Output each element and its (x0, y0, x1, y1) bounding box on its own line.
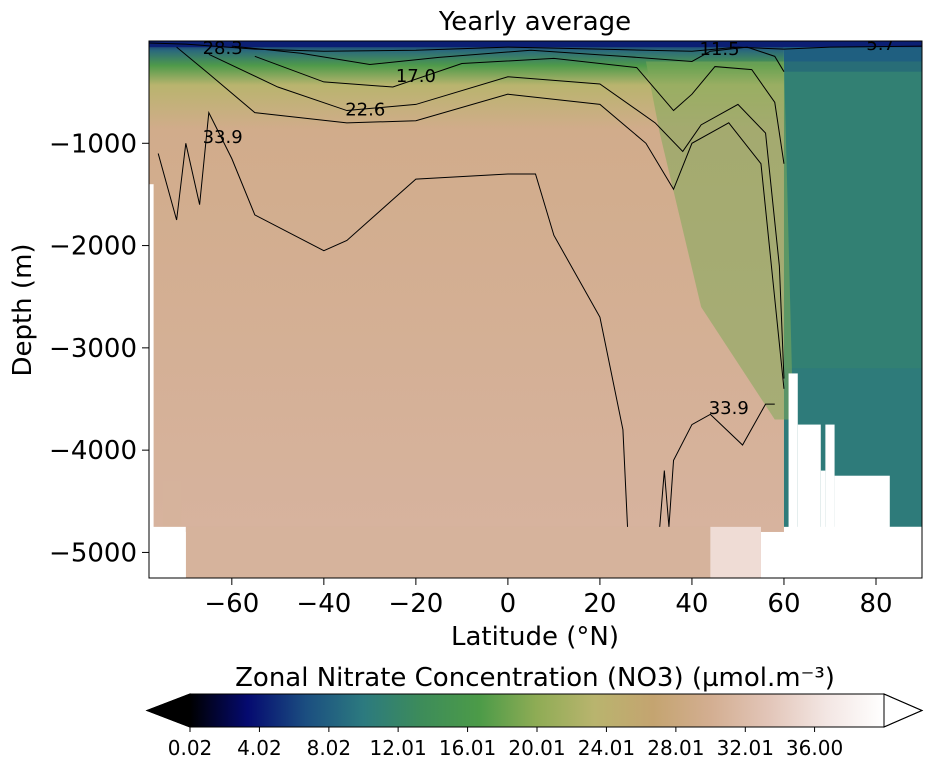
contour-label: 33.9 (709, 398, 749, 419)
contour-label: 17.0 (396, 66, 436, 87)
colorbar-tick-label: 8.02 (307, 736, 352, 760)
field-abyss-edge (162, 480, 182, 527)
field-nodata-block (889, 526, 922, 578)
colorbar-tick-label: 28.01 (647, 736, 704, 760)
y-tick-label: −4000 (49, 436, 137, 466)
contour-lines (149, 42, 922, 527)
colorbar (145, 693, 924, 728)
colorbar-extend-min (145, 693, 191, 728)
x-tick-label: 20 (583, 589, 616, 619)
y-axis-label: Depth (m) (8, 243, 38, 376)
colorbar-tick-label: 24.01 (578, 736, 635, 760)
field-nodata-block (820, 470, 826, 578)
field-pale-patch (710, 526, 761, 578)
field-nodata-block (825, 424, 835, 578)
plot-area: 28.3 17.0 22.6 11.5 5.7 33.9 33.9 (149, 34, 922, 578)
contour-line (208, 53, 785, 379)
field-surface-band (149, 41, 922, 48)
field-nodata-south (149, 184, 154, 578)
contour-label: 11.5 (700, 39, 740, 60)
x-tick-label: 40 (675, 589, 708, 619)
colorbar-tick-label: 4.02 (237, 736, 282, 760)
colorbar-outline (145, 693, 924, 728)
x-tick-label: −20 (388, 589, 443, 619)
y-tick-label: −3000 (49, 334, 137, 364)
field-nodata-block (834, 475, 890, 578)
x-tick-label: −60 (204, 589, 259, 619)
y-tick-label: −1000 (49, 129, 137, 159)
colorbar-tick-label: 32.01 (717, 736, 774, 760)
plot-frame (148, 40, 923, 579)
contour-line (176, 46, 785, 389)
x-tick-label: 0 (500, 589, 517, 619)
colorbar-tick-label: 16.01 (439, 736, 496, 760)
colorbar-tick-label: 12.01 (369, 736, 426, 760)
colorbar-extend-max (883, 693, 924, 728)
contour-line (254, 55, 785, 164)
field-nodata-block (797, 424, 821, 578)
contour-label: 28.3 (203, 38, 243, 59)
field-abyss (185, 526, 761, 578)
colorbar-ticks: 0.02 4.02 8.02 12.01 16.01 20.01 24.01 28.01 32.… (168, 727, 843, 760)
contour-line (157, 110, 629, 527)
field-nodata-corner (149, 526, 186, 578)
y-tick-label: −5000 (49, 538, 137, 568)
colorbar-tick-label: 36.00 (786, 736, 843, 760)
contour-line (149, 42, 922, 52)
concentration-field (149, 41, 922, 578)
y-axis: −1000 −2000 −3000 −4000 −5000 (49, 129, 149, 568)
colorbar-tick-label: 20.01 (508, 736, 565, 760)
contour-label: 5.7 (866, 34, 895, 55)
contour-line (659, 403, 775, 527)
x-tick-label: −40 (296, 589, 351, 619)
y-tick-label: −2000 (49, 232, 137, 262)
x-tick-label: 80 (859, 589, 892, 619)
contour-label: 33.9 (203, 127, 243, 148)
contour-labels: 28.3 17.0 22.6 11.5 5.7 33.9 33.9 (203, 34, 895, 419)
x-tick-label: 60 (767, 589, 800, 619)
x-axis: −60 −40 −20 0 20 40 60 80 (204, 578, 893, 619)
colorbar-body (190, 694, 884, 727)
field-arctic-mid (783, 61, 922, 369)
contour-line (231, 45, 785, 72)
field-nodata-block (788, 373, 798, 578)
chart-title: Yearly average (438, 7, 631, 37)
colorbar-label: Zonal Nitrate Concentration (NO3) (µmol.… (235, 663, 835, 693)
colorbar-tick-label: 0.02 (168, 736, 213, 760)
x-axis-label: Latitude (°N) (451, 622, 619, 652)
contour-label: 22.6 (345, 100, 385, 121)
